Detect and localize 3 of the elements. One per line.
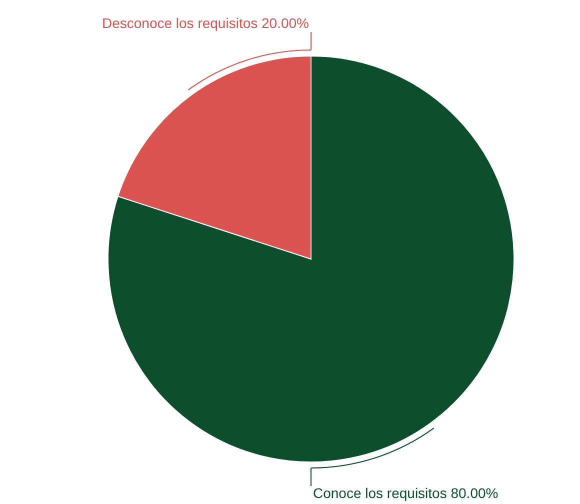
slice-label: Desconoce los requisitos 20.00% — [102, 15, 309, 31]
slice-label: Conoce los requisitos 80.00% — [313, 485, 498, 501]
pie-slice — [108, 56, 514, 462]
